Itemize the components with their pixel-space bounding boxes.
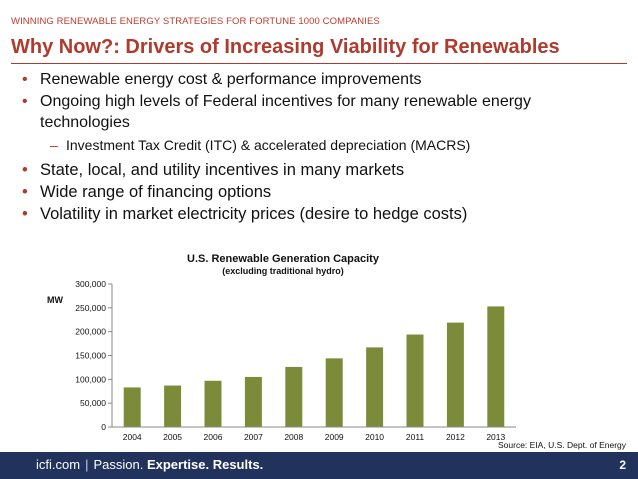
dash-icon: – [50,136,58,153]
y-tick-label: 0 [101,422,106,432]
footer-tagline-passion: Passion. [93,457,144,472]
chart-subtitle: (excluding traditional hydro) [222,266,344,276]
footer-brand: icfi.com | Passion. Expertise. Results. [36,457,263,472]
bullet-dot-icon: • [22,92,28,110]
bar [366,347,384,427]
x-tick-label: 2011 [406,432,425,442]
bullet-dot-icon: • [22,71,28,88]
y-axis: 0 50,000 100,000 150,000 200,000 250,000 300,0… [75,279,113,432]
y-tick-label: 200,000 [75,327,106,337]
bar [446,322,464,427]
bullet-list: • Renewable energy cost & performance imp… [22,69,618,225]
slide-kicker: WINNING RENEWABLE ENERGY STRATEGIES FOR … [11,16,380,27]
capacity-bar-chart: U.S. Renewable Generation Capacity (excl… [47,253,516,442]
x-tick-label: 2006 [204,432,223,442]
bullet-item: • Wide range of financing options [22,181,618,203]
bullet-item: • Renewable energy cost & performance imp… [22,69,618,91]
bullet-item: • State, local, and utility incentives in… [22,159,618,181]
footer-tagline-rest: Expertise. Results. [146,457,264,472]
y-tick-label: 250,000 [75,303,106,313]
x-tick-label: 2009 [325,432,344,442]
x-tick-label: 2008 [284,432,303,442]
chart-title: U.S. Renewable Generation Capacity [187,253,380,265]
bar [164,385,182,427]
x-tick-label: 2007 [244,432,263,442]
bullet-text: State, local, and utility incentives in … [40,160,405,179]
chart-source-note: Source: EIA, U.S. Dept. of Energy [498,440,627,450]
x-tick-label: 2010 [365,432,384,442]
footer-bar: icfi.com | Passion. Expertise. Results. 2 [0,452,638,479]
bullet-dot-icon: • [22,204,28,223]
y-tick-label: 150,000 [75,351,106,361]
page-number: 2 [619,458,626,472]
bar [204,380,222,427]
slide-title: Why Now?: Drivers of Increasing Viabilit… [11,36,560,58]
sub-bullet-item: – Investment Tax Credit (ITC) & accelerat… [22,134,618,156]
y-tick-label: 50,000 [80,398,106,408]
bar-series [123,306,505,427]
footer-separator: | [85,457,89,472]
bar [487,306,505,427]
bullet-dot-icon: • [22,160,28,179]
title-divider [11,63,627,64]
bullet-text: Investment Tax Credit (ITC) & accelerate… [66,136,471,153]
footer-site-link[interactable]: icfi.com [36,457,81,472]
bar [406,334,424,427]
bullet-text: Ongoing high levels of Federal incentive… [40,92,531,132]
bullet-dot-icon: • [22,182,28,201]
bar [244,376,262,427]
x-tick-label: 2012 [446,432,465,442]
bullet-item: • Volatility in market electricity prices… [22,203,618,225]
x-tick-label: 2013 [486,432,505,442]
bullet-text: Renewable energy cost & performance impr… [40,71,422,88]
y-tick-label: 300,000 [75,279,106,289]
bar [285,366,303,427]
bar [123,387,141,427]
y-tick-label: 100,000 [75,374,106,384]
y-axis-label: MW [47,295,63,305]
bullet-text: Volatility in market electricity prices … [40,204,468,223]
x-tick-label: 2004 [123,432,142,442]
bar [325,358,343,427]
bullet-item: • Ongoing high levels of Federal incentiv… [22,91,618,134]
x-axis: 2004 2005 2006 2007 2008 2009 2010 2011 2012 2013 [112,426,516,442]
x-tick-label: 2005 [163,432,182,442]
bullet-text: Wide range of financing options [40,182,272,201]
